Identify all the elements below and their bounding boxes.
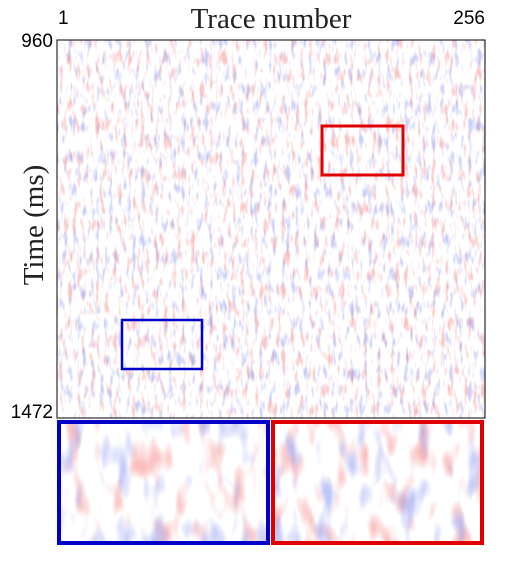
y-tick-label: 960 [21,31,53,52]
x-tick-label: 256 [453,8,485,29]
chart-title: Trace number [191,3,352,35]
red-inset [271,420,484,545]
blue-inset [57,420,270,545]
x-tick-label: 1 [58,8,69,29]
red-region-box [320,124,405,177]
y-tick-label: 1472 [11,402,53,423]
blue-region-box [120,318,204,371]
section-image [56,39,486,419]
y-axis-label: Time (ms) [18,165,50,286]
